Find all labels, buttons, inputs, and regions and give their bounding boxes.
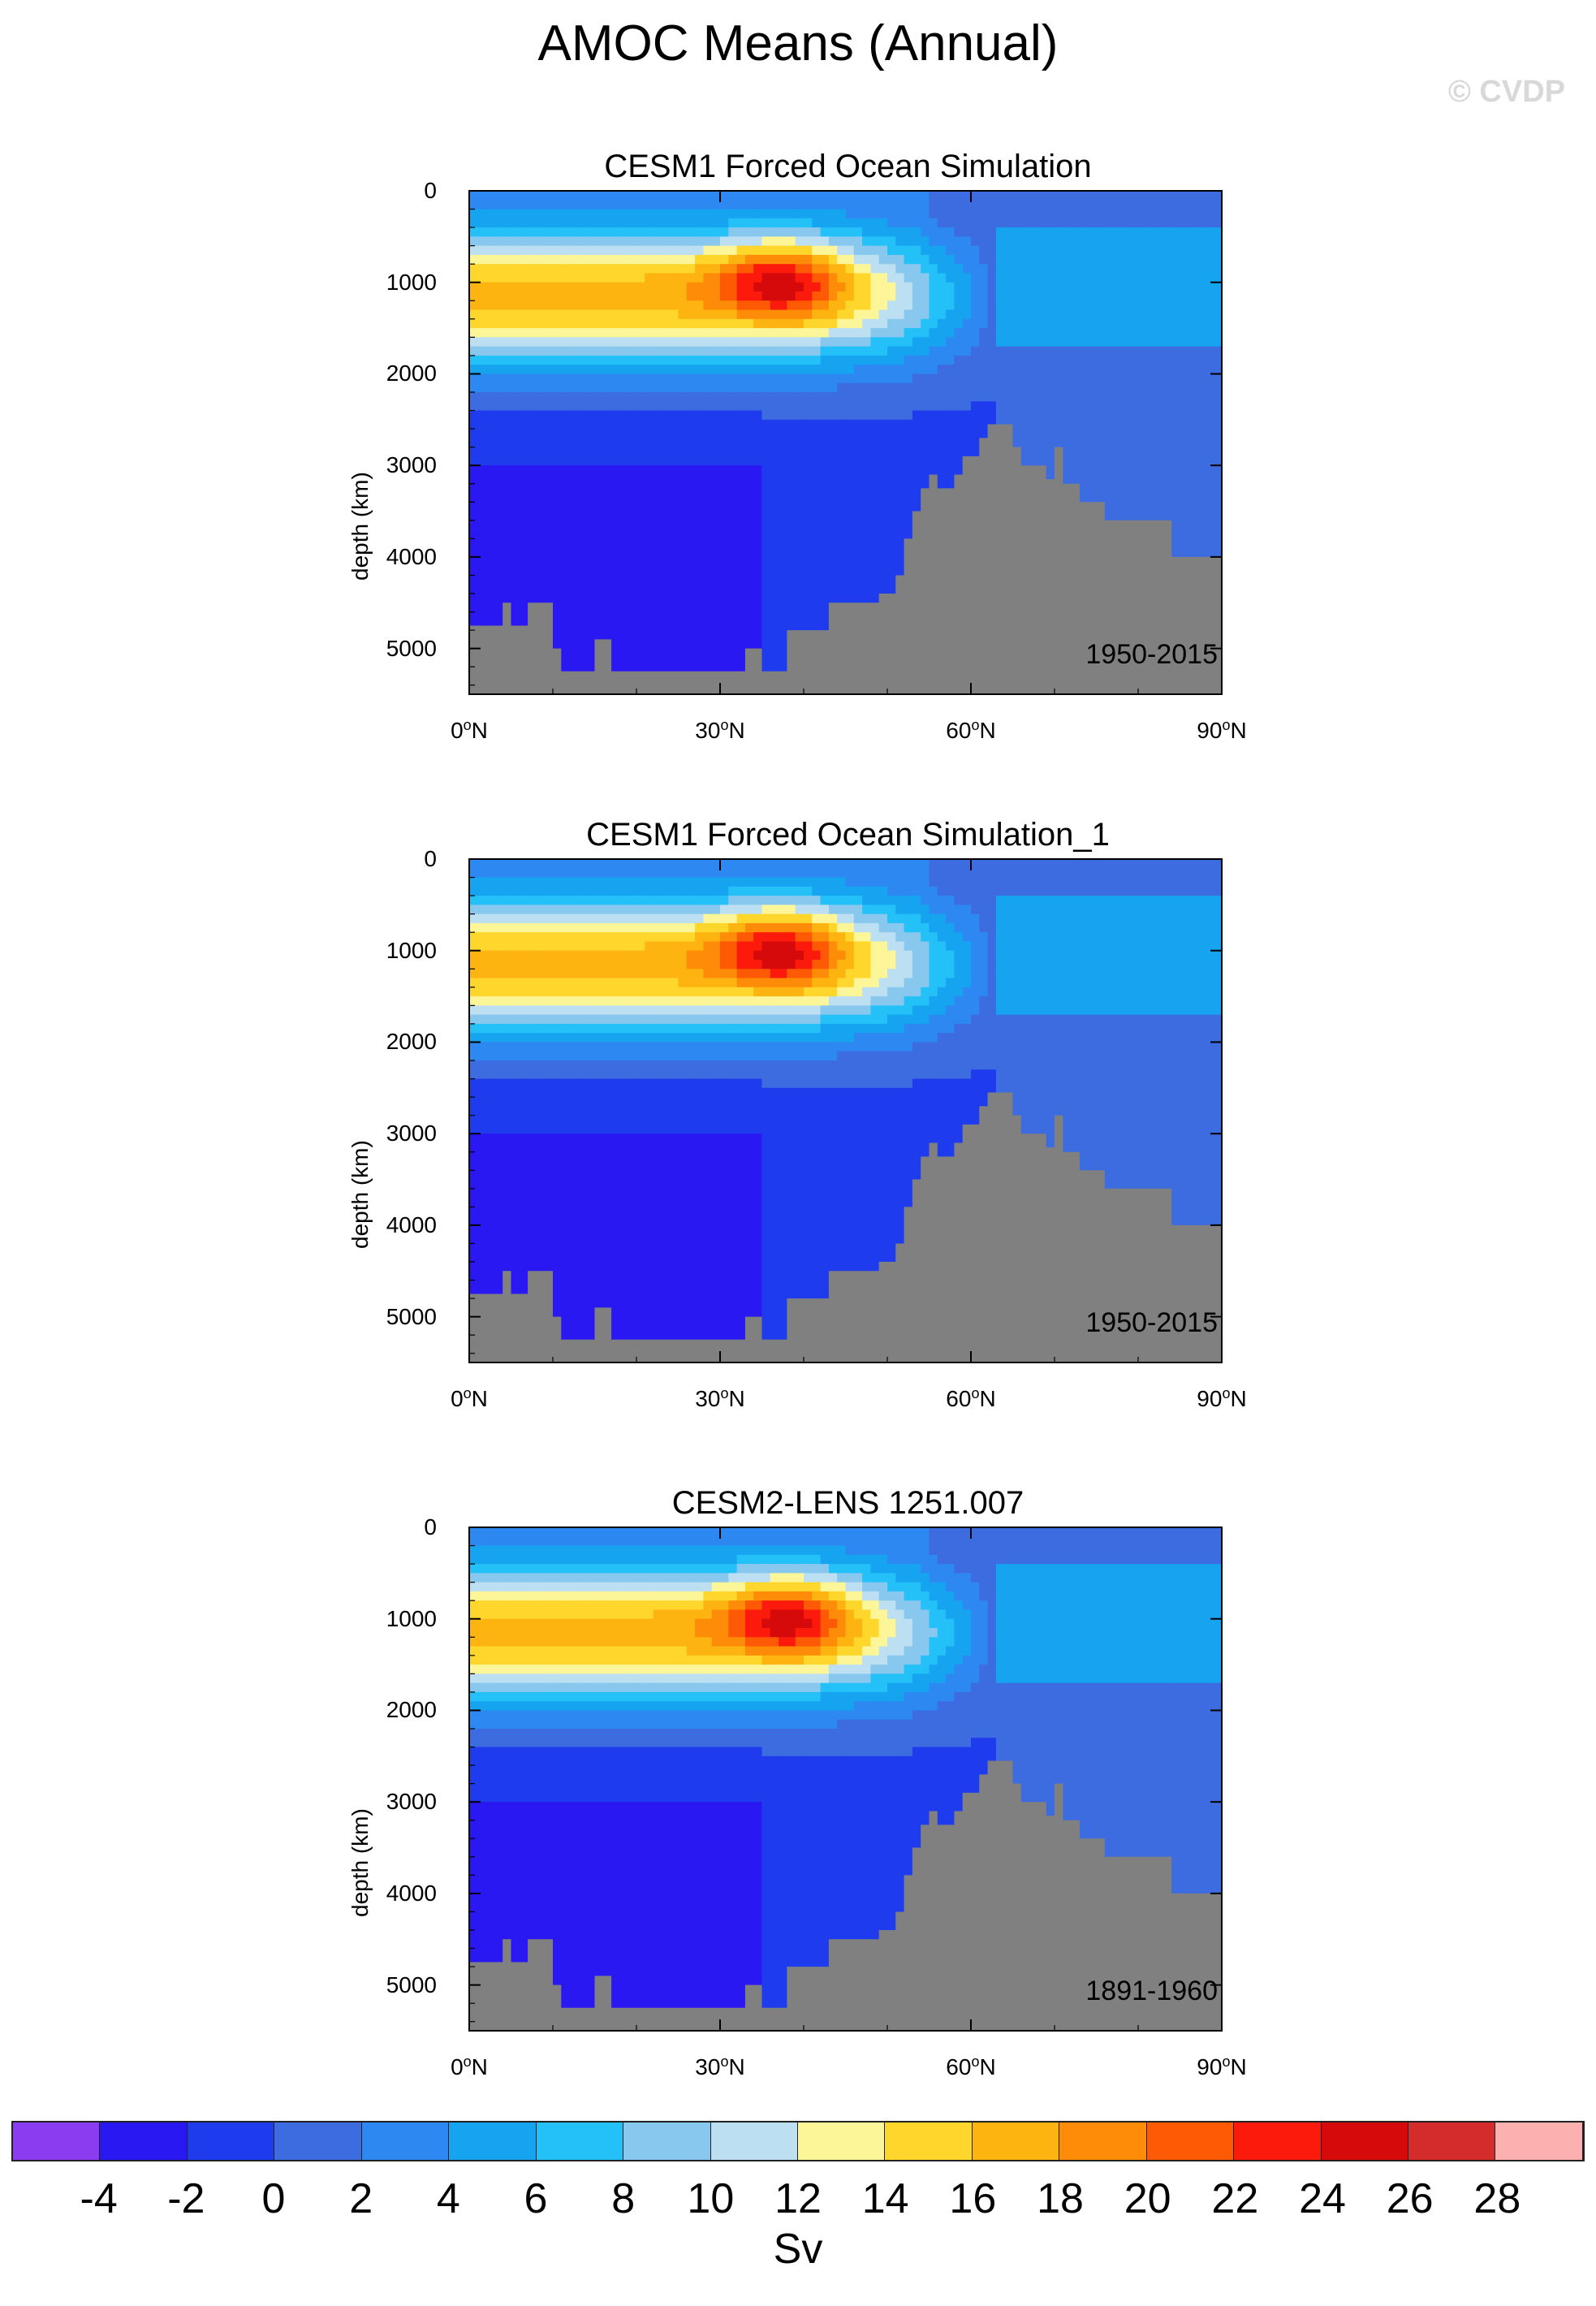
amoc-panel-2: CESM1 Forced Ocean Simulation_1 0 1000 2000… [0,782,1596,1448]
y-tick-label: 1000 [386,269,437,295]
y-tick-label: 4000 [386,1880,437,1906]
y-tick-label: 1000 [386,937,437,963]
x-tick-label: 30oN [695,717,745,743]
y-tick-label: 3000 [386,452,437,478]
colorbar-swatch [1321,2122,1408,2160]
x-tick-label: 90oN [1197,1385,1247,1411]
y-tick-label: 5000 [386,1303,437,1329]
colorbar-units: Sv [773,2226,823,2273]
colorbar-tick-label: 4 [436,2175,460,2222]
colorbar-swatch [710,2122,798,2160]
y-axis-label: depth (km) [347,472,373,581]
plot-frame [468,1527,1223,2032]
y-tick-label: 3000 [386,1789,437,1815]
colorbar-swatch [972,2122,1060,2160]
colorbar-tick-label: 10 [687,2175,735,2222]
panel-title: CESM1 Forced Ocean Simulation_1 [586,817,1110,853]
colorbar-tick-label: 2 [349,2175,373,2222]
figure-title: AMOC Means (Annual) [537,15,1059,71]
colorbar-tick-label: 26 [1386,2175,1434,2222]
colorbar-swatch [1146,2122,1235,2160]
plot-frame [468,858,1223,1363]
credit-watermark: © CVDP [1447,75,1565,109]
colorbar-swatch [1059,2122,1147,2160]
colorbar-swatch [623,2122,711,2160]
panel-title: CESM2-LENS 1251.007 [671,1485,1024,1521]
amoc-plot [468,1527,1223,2032]
bathymetry-mask [469,424,1222,694]
colorbar-tick-label: -4 [80,2175,118,2222]
x-tick-label: 30oN [695,1385,745,1411]
x-tick-label: 0oN [451,717,488,743]
colorbar-tick-label: -2 [167,2175,205,2222]
colorbar-swatch [797,2122,886,2160]
colorbar-swatch [187,2122,275,2160]
colorbar-tick-label: 22 [1211,2175,1259,2222]
y-tick-label: 2000 [386,1029,437,1055]
colorbar-tick-label: 16 [949,2175,997,2222]
y-tick-label: 0 [424,1514,437,1539]
colorbar-swatch [885,2122,973,2160]
x-tick-label: 90oN [1197,717,1247,743]
y-tick-label: 2000 [386,361,437,386]
x-tick-label: 60oN [946,1385,996,1411]
y-tick-label: 1000 [386,1605,437,1631]
bathymetry-mask [469,1760,1222,2031]
colorbar-tick-label: 18 [1037,2175,1084,2222]
colorbar-swatch [1408,2122,1496,2160]
amoc-panel-1: CESM1 Forced Ocean Simulation 0 1000 2000 30… [0,114,1596,779]
colorbar-tick-label: 0 [261,2175,286,2222]
y-tick-label: 0 [424,178,437,203]
y-tick-label: 5000 [386,1971,437,1997]
y-tick-label: 4000 [386,543,437,569]
x-tick-label: 60oN [946,2053,996,2079]
period-label: 1950-2015 [1085,639,1218,670]
y-tick-label: 3000 [386,1121,437,1147]
colorbar-tick-label: 8 [611,2175,636,2222]
colorbar [11,2121,1585,2161]
period-label: 1950-2015 [1085,1307,1218,1338]
colorbar-tick-label: 24 [1299,2175,1346,2222]
x-tick-label: 60oN [946,717,996,743]
y-axis-label: depth (km) [347,1140,373,1249]
colorbar-swatch [449,2122,537,2160]
x-tick-label: 30oN [695,2053,745,2079]
colorbar-tick-label: 28 [1473,2175,1521,2222]
colorbar-tick-label: 14 [861,2175,909,2222]
colorbar-swatch [536,2122,624,2160]
y-tick-label: 0 [424,846,437,871]
colorbar-tick-label: 6 [524,2175,548,2222]
colorbar-swatch [361,2122,450,2160]
period-label: 1891-1960 [1085,1976,1218,2006]
plot-frame [468,190,1223,695]
x-tick-label: 90oN [1197,2053,1247,2079]
colorbar-swatch [1495,2122,1583,2160]
colorbar-swatch [274,2122,362,2160]
amoc-plot [468,858,1223,1363]
colorbar-tick-label: 12 [774,2175,822,2222]
colorbar-swatch [13,2122,101,2160]
y-tick-label: 4000 [386,1211,437,1237]
x-tick-label: 0oN [451,2053,488,2079]
amoc-panel-3: CESM2-LENS 1251.007 0 1000 2000 3000 4000 5000… [0,1450,1596,2116]
y-tick-label: 2000 [386,1697,437,1723]
panel-title: CESM1 Forced Ocean Simulation [604,149,1092,184]
colorbar-swatch [1234,2122,1322,2160]
y-axis-label: depth (km) [347,1808,373,1917]
colorbar-swatch [100,2122,188,2160]
x-tick-label: 0oN [451,1385,488,1411]
colorbar-tick-label: 20 [1124,2175,1171,2222]
bathymetry-mask [469,1092,1222,1362]
amoc-plot [468,190,1223,695]
y-tick-label: 5000 [386,635,437,661]
